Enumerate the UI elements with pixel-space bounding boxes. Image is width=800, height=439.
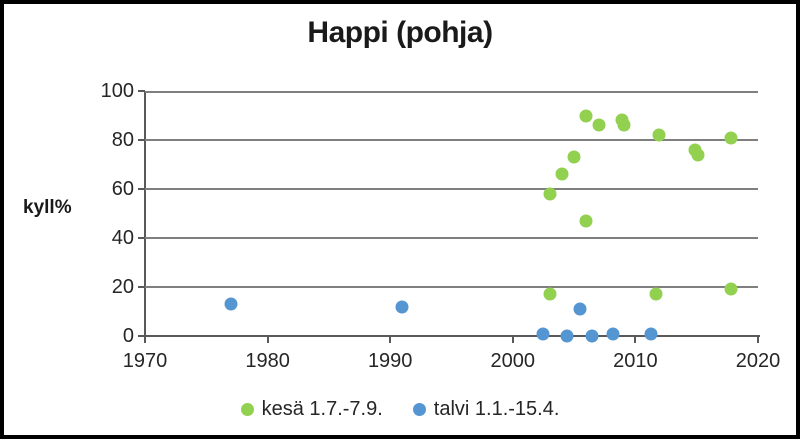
- x-tick-label: 2010: [613, 350, 658, 372]
- data-point-kesa: [555, 167, 569, 181]
- data-point-kesa: [579, 214, 593, 228]
- data-point-talvi: [395, 300, 409, 314]
- data-point-kesa: [649, 287, 663, 301]
- x-tick-mark: [757, 336, 759, 343]
- gridline-y80: [145, 139, 758, 141]
- x-tick-mark: [389, 336, 392, 343]
- data-point-talvi: [585, 329, 599, 343]
- x-tick-mark: [634, 336, 637, 343]
- gridline-y40: [145, 237, 758, 239]
- x-tick-mark: [144, 336, 146, 343]
- data-point-kesa: [543, 187, 557, 201]
- y-tick-label: 80: [111, 129, 134, 151]
- legend-label-talvi: talvi 1.1.-15.4.: [433, 398, 560, 420]
- x-axis-line: [144, 335, 760, 337]
- y-axis-line: [144, 91, 146, 337]
- y-tick-mark: [138, 335, 145, 337]
- data-point-kesa: [579, 109, 593, 122]
- data-point-kesa: [724, 131, 738, 145]
- data-point-kesa: [567, 150, 581, 164]
- data-point-kesa: [617, 118, 631, 132]
- gridline-y60: [145, 188, 758, 190]
- y-tick-mark: [138, 139, 145, 141]
- legend-item-talvi: talvi 1.1.-15.4.: [412, 398, 560, 421]
- legend-item-kesa: kesä 1.7.-7.9.: [240, 398, 383, 421]
- y-tick-label: 60: [111, 178, 134, 200]
- data-point-kesa: [543, 287, 557, 301]
- x-tick-label: 2020: [735, 350, 781, 372]
- gridline-y100: [145, 91, 758, 93]
- data-point-talvi: [644, 327, 658, 341]
- data-point-talvi: [573, 302, 587, 316]
- data-point-kesa: [724, 282, 738, 296]
- data-point-talvi: [224, 297, 238, 311]
- talvi-series-dot-icon: [412, 403, 426, 416]
- data-point-kesa: [592, 118, 606, 132]
- legend-label-kesa: kesä 1.7.-7.9.: [261, 398, 383, 420]
- y-tick-label: 20: [111, 276, 134, 298]
- x-tick-label: 1980: [245, 350, 290, 372]
- chart-title: Happi (pohja): [307, 16, 493, 49]
- y-tick-label: 100: [100, 80, 134, 102]
- legend: kesä 1.7.-7.9. talvi 1.1.-15.4.: [4, 398, 796, 421]
- y-tick-mark: [138, 237, 145, 239]
- data-point-talvi: [536, 327, 550, 341]
- x-tick-label: 1990: [367, 350, 413, 372]
- x-tick-mark: [266, 336, 269, 343]
- data-point-kesa: [652, 128, 666, 142]
- y-axis-title: kyll%: [23, 197, 72, 218]
- data-point-talvi: [606, 327, 620, 341]
- y-tick-label: 0: [122, 325, 134, 347]
- plot-area: [144, 91, 760, 343]
- data-point-kesa: [691, 148, 705, 162]
- y-tick-label: 40: [111, 227, 134, 249]
- y-tick-mark: [138, 286, 145, 288]
- gridline-y20: [145, 286, 758, 288]
- data-point-talvi: [560, 329, 574, 343]
- x-tick-mark: [511, 336, 514, 343]
- y-tick-mark: [138, 90, 145, 92]
- y-tick-mark: [138, 188, 145, 190]
- kesa-series-dot-icon: [240, 403, 254, 416]
- x-tick-label: 2000: [490, 350, 536, 372]
- x-tick-label: 1970: [122, 350, 168, 372]
